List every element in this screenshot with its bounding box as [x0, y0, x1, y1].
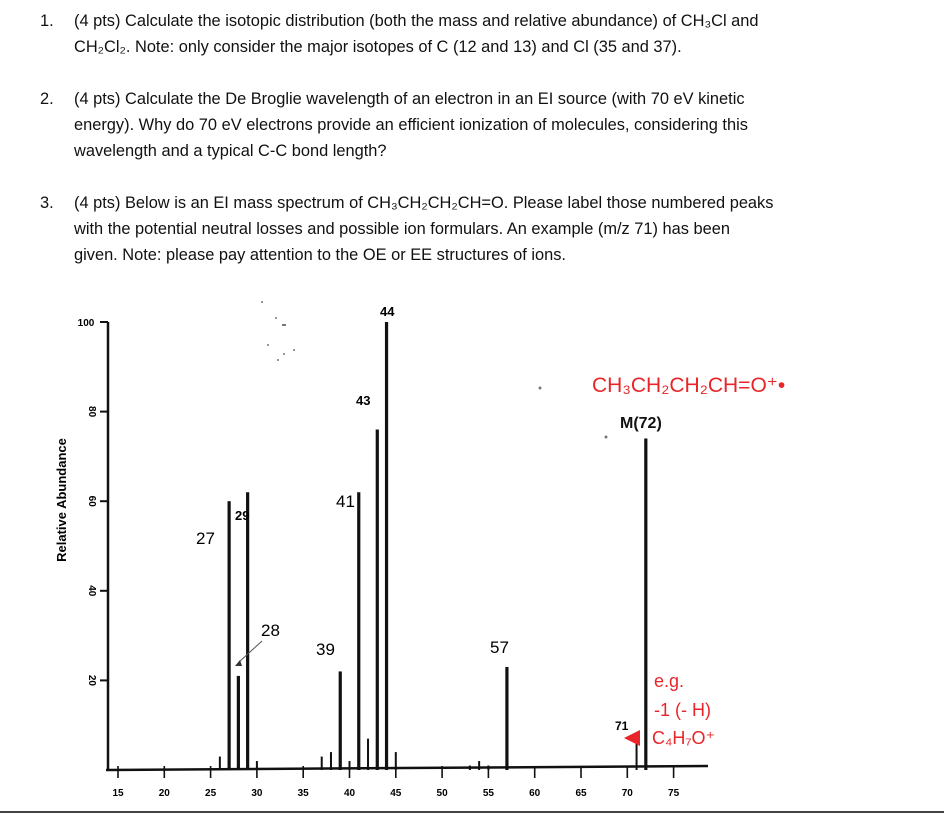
question-number: 2.	[40, 90, 54, 108]
peak-label-29: 29	[235, 508, 249, 523]
spectrum-bar	[348, 761, 351, 770]
question-text-line: with the potential neutral losses and po…	[74, 220, 730, 238]
peak-label-41: 41	[336, 492, 355, 511]
spectrum-bar	[329, 752, 332, 770]
spectrum-bar	[236, 675, 240, 770]
y-tick-label: 100	[78, 318, 95, 329]
x-tick-label: 30	[251, 788, 263, 799]
spectrum-bar	[255, 761, 258, 770]
example-arrow-icon	[624, 730, 640, 746]
spectrum-bar	[478, 761, 481, 770]
peak-labels: 27 29 28 39 41 43 44 57 71	[196, 304, 629, 733]
spectrum-bar	[246, 492, 250, 770]
peak-28-leader-line	[238, 640, 263, 663]
question-text-line: (4 pts) Calculate the isotopic distribut…	[74, 12, 759, 30]
question-text-line: (4 pts) Below is an EI mass spectrum of …	[74, 194, 774, 212]
x-tick-label: 60	[529, 788, 541, 799]
x-tick-label: 25	[205, 788, 217, 799]
example-eg-text: e.g.	[654, 671, 684, 691]
y-tick-label: 60	[86, 496, 97, 508]
peak-label-28: 28	[261, 621, 280, 640]
x-tick-label: 15	[112, 788, 124, 799]
peak-label-27: 27	[196, 529, 215, 548]
y-ticks: 100 80 60 40 20	[78, 318, 108, 686]
spectrum-bar	[635, 734, 638, 770]
spectrum-bar	[375, 429, 379, 770]
question-number: 3.	[40, 194, 54, 212]
example-annotation: e.g. -1 (- H) C₄H₇O⁺	[652, 671, 715, 748]
x-ticks: 15 20 25 30 35 40 45 50 55 60 65 70 75	[112, 766, 680, 799]
question-number: 1.	[40, 12, 54, 30]
spectrum-bar	[468, 765, 471, 770]
x-tick-label: 75	[668, 788, 680, 799]
x-tick-label: 20	[159, 788, 171, 799]
spectrum-bar	[394, 752, 397, 770]
spectrum-bar	[384, 322, 389, 770]
x-tick-label: 70	[622, 788, 634, 799]
question-text-line: given. Note: please pay attention to the…	[74, 246, 566, 264]
bottom-rule	[0, 811, 944, 813]
peak-label-44: 44	[380, 304, 395, 319]
peak-label-43: 43	[356, 393, 370, 408]
x-tick-label: 40	[344, 788, 356, 799]
example-loss-text: -1 (- H)	[654, 700, 711, 720]
x-tick-label: 50	[437, 788, 449, 799]
question-text-line: (4 pts) Calculate the De Broglie wavelen…	[74, 90, 745, 108]
example-formula-text: C₄H₇O⁺	[652, 728, 715, 748]
spectrum-bar	[320, 756, 323, 770]
spectrum-axes	[105, 322, 709, 772]
peak-label-57: 57	[490, 638, 509, 657]
peak-label-39: 39	[316, 640, 335, 659]
spectrum-bar	[367, 738, 370, 770]
spectrum-bar	[505, 666, 509, 770]
scan-specks	[261, 301, 608, 439]
question-text-line: CH₂Cl₂. Note: only consider the major is…	[74, 38, 682, 56]
spectrum-bar	[487, 765, 490, 770]
molecule-label: CH₃CH₂CH₂CH=O⁺•	[592, 374, 785, 397]
molecular-ion-label: M(72)	[620, 415, 662, 432]
y-tick-label: 40	[86, 585, 97, 597]
peak-label-71: 71	[615, 719, 629, 733]
spectrum-bar	[218, 756, 221, 770]
peak-28-marker-icon	[235, 660, 242, 666]
spectrum-bar	[644, 438, 648, 770]
y-tick-label: 80	[86, 406, 97, 418]
spectrum-bar	[227, 501, 231, 770]
x-tick-label: 55	[483, 788, 495, 799]
y-axis-label: Relative Abundance	[54, 438, 69, 562]
x-tick-label: 65	[575, 788, 587, 799]
spectrum-bar	[338, 671, 342, 770]
spectrum-bar	[357, 492, 361, 770]
x-tick-label: 45	[390, 788, 402, 799]
x-axis-line	[105, 764, 709, 772]
question-text-line: energy). Why do 70 eV electrons provide …	[74, 116, 748, 134]
spectrum-bars	[218, 322, 648, 770]
question-text-line: wavelength and a typical C-C bond length…	[74, 142, 387, 160]
x-tick-label: 35	[298, 788, 310, 799]
y-tick-label: 20	[86, 675, 97, 687]
